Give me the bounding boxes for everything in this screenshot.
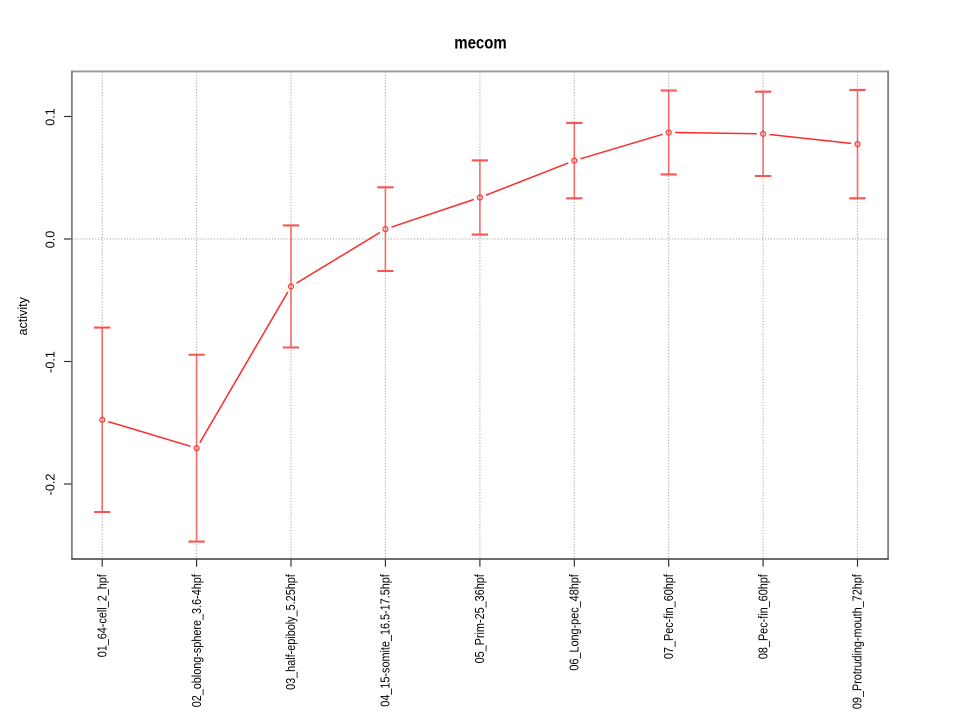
svg-text:activity: activity (16, 296, 30, 335)
svg-text:02_oblong-sphere_3.6-4hpf: 02_oblong-sphere_3.6-4hpf (190, 574, 204, 708)
svg-text:03_half-epiboly_5.25hpf: 03_half-epiboly_5.25hpf (284, 574, 298, 690)
svg-text:0.1: 0.1 (44, 108, 58, 126)
svg-text:07_Pec-fin_60hpf: 07_Pec-fin_60hpf (662, 574, 676, 659)
svg-text:0.0: 0.0 (44, 231, 58, 249)
svg-text:06_Long-pec_48hpf: 06_Long-pec_48hpf (568, 574, 582, 671)
svg-text:mecom: mecom (454, 33, 507, 53)
svg-text:04_15-somite_16.5-17.5hpf: 04_15-somite_16.5-17.5hpf (379, 574, 393, 707)
svg-text:08_Pec-fin_60hpf: 08_Pec-fin_60hpf (756, 574, 770, 659)
svg-text:09_Protruding-mouth_72hpf: 09_Protruding-mouth_72hpf (851, 574, 865, 709)
svg-text:-0.1: -0.1 (44, 351, 58, 373)
svg-text:-0.2: -0.2 (44, 474, 58, 496)
svg-text:01_64-cell_2_hpf: 01_64-cell_2_hpf (95, 574, 109, 658)
svg-text:05_Prim-25_36hpf: 05_Prim-25_36hpf (473, 574, 487, 664)
